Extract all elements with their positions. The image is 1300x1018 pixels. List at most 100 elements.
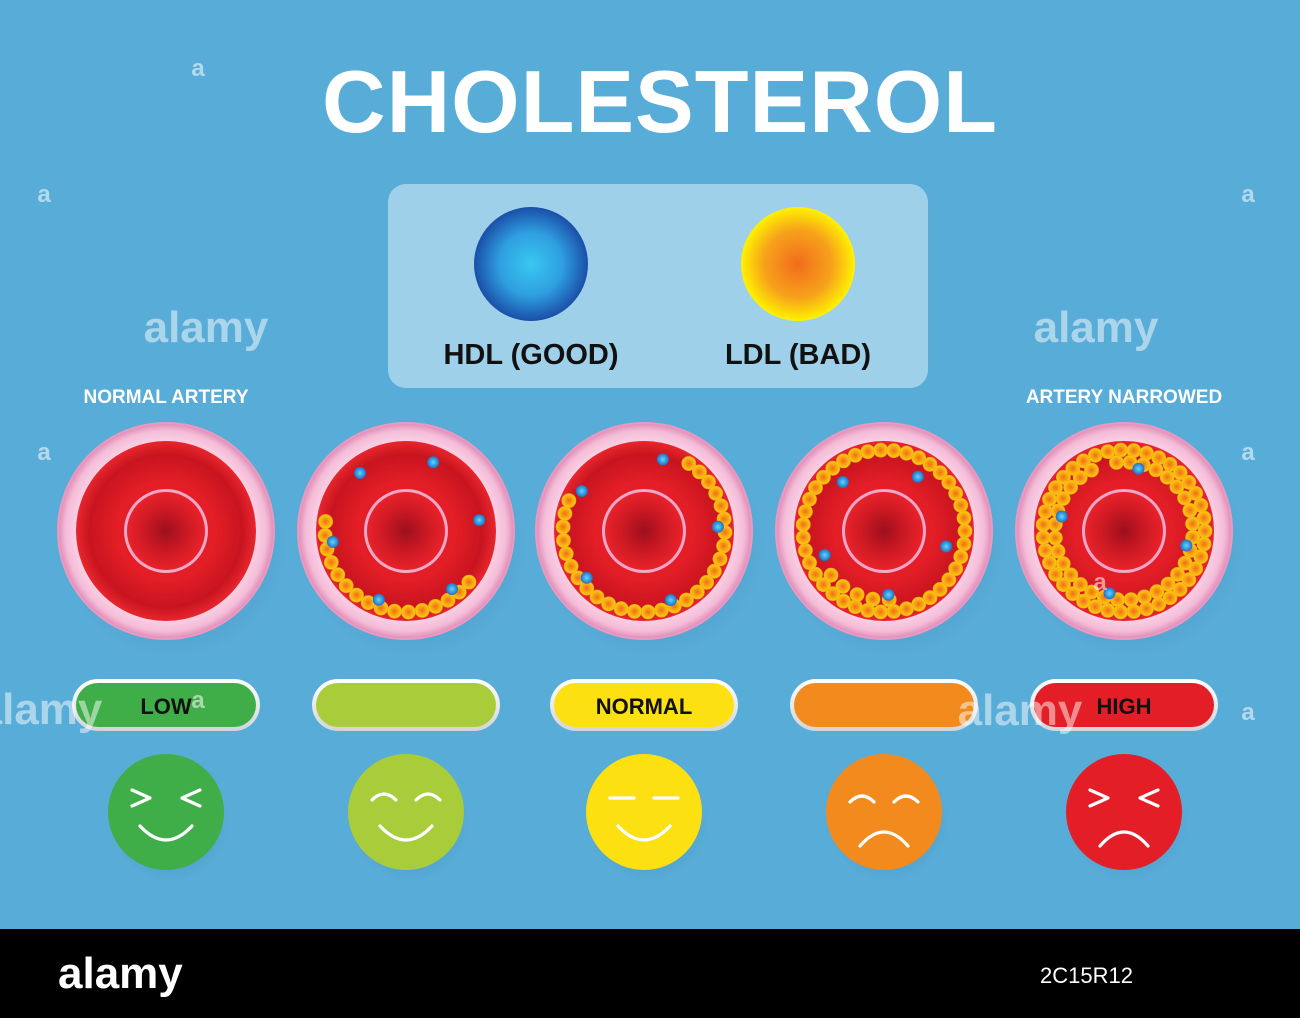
ldl-deposit	[1149, 584, 1165, 600]
artery-wall-outline	[297, 422, 515, 640]
ldl-deposit	[849, 587, 865, 602]
hdl-particle	[580, 571, 593, 584]
ldl-deposit	[1197, 523, 1213, 539]
watermark-mark: a	[1241, 699, 1255, 726]
hdl-particle	[473, 514, 486, 527]
ldl-deposit	[349, 587, 364, 603]
ldl-deposit	[899, 601, 914, 617]
ldl-deposit	[561, 493, 577, 509]
ldl-deposit	[948, 561, 964, 576]
face-happy	[348, 754, 470, 882]
ldl-deposit	[679, 592, 694, 608]
watermark-mark: a	[37, 181, 51, 208]
watermark-brand: alamy	[144, 303, 269, 352]
face-row	[108, 754, 1188, 882]
ldl-deposit	[1109, 454, 1124, 470]
ldl-deposit	[1084, 462, 1099, 478]
ldl-deposit	[557, 506, 573, 521]
hdl-particle	[1055, 510, 1068, 523]
face-mouth	[616, 824, 672, 842]
watermark-mark: a	[1241, 439, 1255, 466]
ldl-deposit	[1050, 543, 1066, 559]
hdl-particle	[1103, 587, 1116, 600]
ldl-deposit	[1038, 543, 1053, 558]
face-mouth	[378, 824, 434, 842]
ldl-deposit	[1137, 589, 1152, 605]
face-disc	[348, 754, 464, 870]
ldl-deposit	[400, 604, 416, 620]
artery-2	[297, 422, 526, 659]
watermark-mark: a	[1241, 181, 1255, 208]
level-label: HIGH	[1097, 694, 1152, 719]
pill-fill	[1034, 683, 1214, 727]
face-very-happy	[108, 754, 230, 882]
ldl-deposit	[886, 443, 902, 459]
ldl-deposit	[860, 444, 876, 460]
ldl-deposit	[808, 480, 823, 496]
hdl-particle-icon	[474, 207, 588, 321]
hdl-particle	[354, 467, 366, 479]
watermark-mark: a	[37, 439, 51, 466]
face-content	[586, 754, 708, 882]
ldl-deposit	[953, 497, 969, 513]
pill-fill	[76, 683, 256, 727]
ldl-deposit	[956, 536, 972, 552]
ldl-deposit	[1042, 555, 1057, 571]
hdl-particle	[326, 535, 339, 548]
ldl-deposit	[825, 460, 841, 476]
ldl-deposit	[1038, 504, 1053, 520]
ldl-deposit	[318, 514, 334, 529]
ldl-deposit	[699, 574, 715, 590]
ldl-deposit	[798, 543, 813, 558]
ldl-deposit	[922, 456, 938, 472]
face-disc	[826, 754, 942, 870]
hdl-particle	[446, 583, 458, 595]
watermark: a a a a a a a a alamy alamy alamy alamy	[0, 55, 1255, 735]
ldl-deposit	[1169, 479, 1185, 495]
ldl-deposit	[1063, 479, 1078, 495]
ldl-deposit	[1063, 567, 1079, 583]
artery-4	[775, 422, 1004, 659]
ldl-deposit	[558, 546, 574, 562]
face-mouth	[1098, 830, 1150, 848]
watermark-brand: alamy	[0, 685, 103, 734]
footer-brand: alamy	[58, 949, 183, 998]
artery-1	[57, 422, 286, 659]
hdl-particle	[664, 594, 677, 606]
level-pill-2	[312, 679, 500, 731]
ldl-deposit	[865, 591, 881, 607]
ldl-deposit	[795, 517, 811, 532]
ldl-deposit	[825, 586, 841, 602]
face-eyes	[130, 788, 202, 808]
ldl-deposit	[555, 519, 571, 535]
ldl-deposit	[338, 578, 354, 594]
ldl-deposit	[1100, 603, 1116, 618]
artery-3	[535, 422, 764, 659]
ldl-deposit	[414, 603, 430, 618]
normal-artery-label: NORMAL ARTERY	[83, 387, 248, 408]
ldl-deposit	[1172, 465, 1188, 481]
ldl-deposit	[440, 592, 456, 608]
ldl-label: LDL (BAD)	[725, 339, 871, 371]
hdl-particle	[882, 588, 895, 601]
ldl-deposit	[836, 593, 851, 609]
ldl-deposit	[1048, 566, 1063, 582]
ldl-deposit	[563, 558, 579, 574]
ldl-particle-icon	[741, 207, 855, 321]
face-disc	[1066, 754, 1182, 870]
ldl-deposit	[627, 604, 642, 619]
ldl-deposit	[941, 474, 957, 490]
ldl-deposit	[692, 464, 707, 480]
ldl-deposit	[798, 504, 813, 520]
ldl-deposit	[932, 465, 948, 481]
page-title: CHOLESTEROL	[322, 52, 998, 151]
ldl-deposit	[922, 590, 938, 606]
ldl-deposit	[323, 555, 339, 570]
ldl-deposit	[1177, 490, 1192, 506]
artery-row	[57, 422, 1244, 659]
ldl-deposit	[1072, 470, 1088, 486]
ldl-deposit	[1159, 469, 1175, 485]
face-very-sad	[1066, 754, 1188, 882]
artery-wall-outline	[57, 422, 275, 640]
